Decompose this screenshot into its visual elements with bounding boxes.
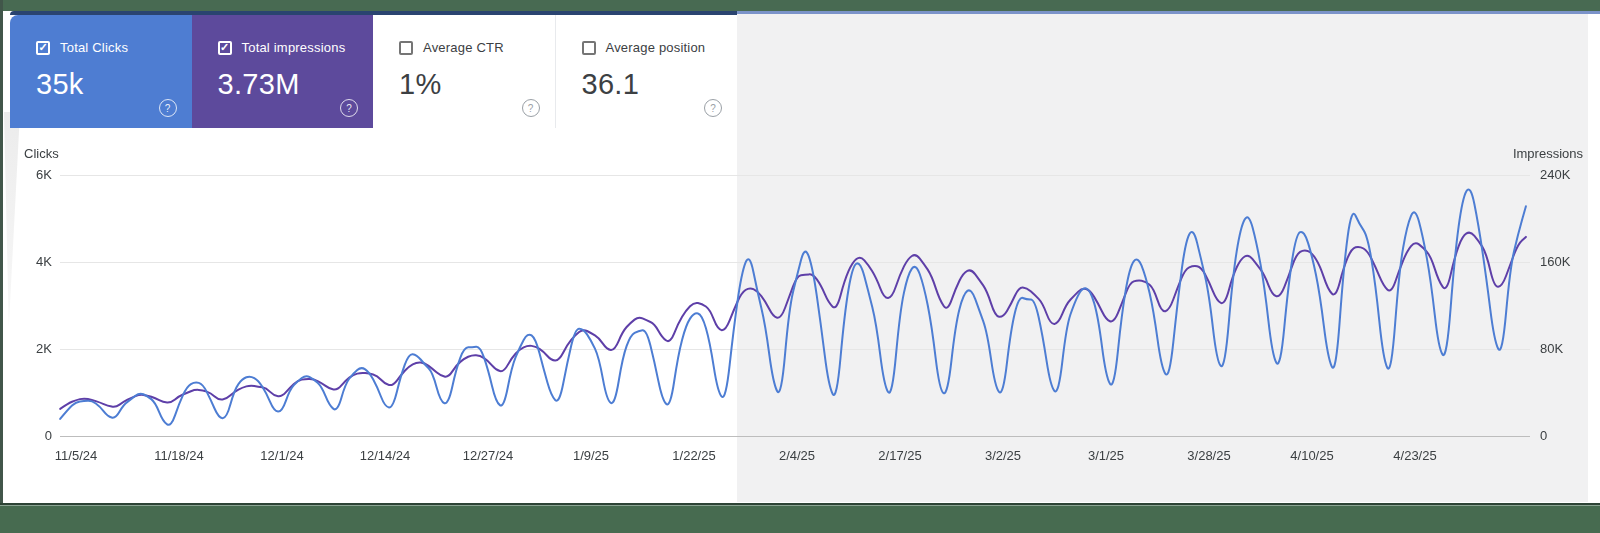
card-label: Average position <box>606 40 706 55</box>
x-axis-tick: 3/28/25 <box>1187 448 1230 463</box>
x-axis-tick: 12/14/24 <box>360 448 411 463</box>
card-average-ctr[interactable]: ✓ Average CTR 1% ? <box>373 15 555 128</box>
total-impressions-value: 3.73M <box>218 68 374 101</box>
desktop-bottom-bar <box>0 505 1600 533</box>
average-position-value: 36.1 <box>582 68 738 101</box>
right-axis-tick: 0 <box>1540 428 1547 444</box>
checkbox-total-clicks[interactable]: ✓ <box>36 41 50 55</box>
card-header: ✓ Average CTR <box>399 40 555 55</box>
desktop-top-strip <box>0 0 1600 11</box>
card-header: ✓ Average position <box>582 40 738 55</box>
x-axis-tick: 12/1/24 <box>260 448 303 463</box>
checkbox-average-ctr[interactable]: ✓ <box>399 41 413 55</box>
card-average-position[interactable]: ✓ Average position 36.1 ? <box>555 15 738 128</box>
checkmark-icon: ✓ <box>220 42 229 53</box>
help-icon[interactable]: ? <box>159 99 177 117</box>
card-header: ✓ Total Clicks <box>36 40 192 55</box>
right-axis-tick: 160K <box>1540 254 1570 270</box>
card-total-clicks[interactable]: ✓ Total Clicks 35k ? <box>10 15 192 128</box>
x-axis-tick: 11/18/24 <box>154 448 204 463</box>
x-axis-tick: 2/17/25 <box>878 448 921 463</box>
checkbox-total-impressions[interactable]: ✓ <box>218 41 232 55</box>
right-axis-tick: 240K <box>1540 167 1570 183</box>
left-axis-title: Clicks <box>24 146 59 161</box>
card-label: Total impressions <box>242 40 346 55</box>
help-icon[interactable]: ? <box>340 99 358 117</box>
checkmark-icon: ✓ <box>38 42 47 53</box>
right-axis-title: Impressions <box>1513 146 1583 161</box>
help-icon[interactable]: ? <box>704 99 722 117</box>
x-axis-tick: 4/23/25 <box>1393 448 1436 463</box>
average-ctr-value: 1% <box>399 68 555 101</box>
card-total-impressions[interactable]: ✓ Total impressions 3.73M ? <box>192 15 374 128</box>
gridline <box>60 262 1530 263</box>
left-axis-tick: 2K <box>0 341 52 357</box>
x-axis-tick: 11/5/24 <box>55 448 97 463</box>
total-clicks-value: 35k <box>36 68 192 101</box>
gridline <box>60 349 1530 350</box>
left-axis-tick: 6K <box>0 167 52 183</box>
checkbox-average-position[interactable]: ✓ <box>582 41 596 55</box>
left-axis-tick: 0 <box>0 428 52 444</box>
metric-cards-row: ✓ Total Clicks 35k ? ✓ Total impressions… <box>10 15 737 128</box>
x-axis-tick: 2/4/25 <box>779 448 815 463</box>
x-axis-tick: 12/27/24 <box>463 448 514 463</box>
gridline-baseline <box>60 436 1530 437</box>
card-header: ✓ Total impressions <box>218 40 374 55</box>
card-label: Total Clicks <box>60 40 128 55</box>
gridline <box>60 175 1530 176</box>
x-axis-tick: 4/10/25 <box>1290 448 1333 463</box>
page-fold-shadow <box>4 112 20 327</box>
background-panel <box>737 14 1588 502</box>
x-axis-tick: 1/9/25 <box>573 448 609 463</box>
right-axis-tick: 80K <box>1540 341 1563 357</box>
top-accent-bar-right <box>737 11 1600 14</box>
x-axis-tick: 3/1/25 <box>1088 448 1124 463</box>
card-label: Average CTR <box>423 40 504 55</box>
x-axis-tick: 3/2/25 <box>985 448 1021 463</box>
left-axis-tick: 4K <box>0 254 52 270</box>
x-axis-tick: 1/22/25 <box>672 448 715 463</box>
search-console-performance-page: ✓ Total Clicks 35k ? ✓ Total impressions… <box>0 0 1600 533</box>
help-icon[interactable]: ? <box>522 99 540 117</box>
